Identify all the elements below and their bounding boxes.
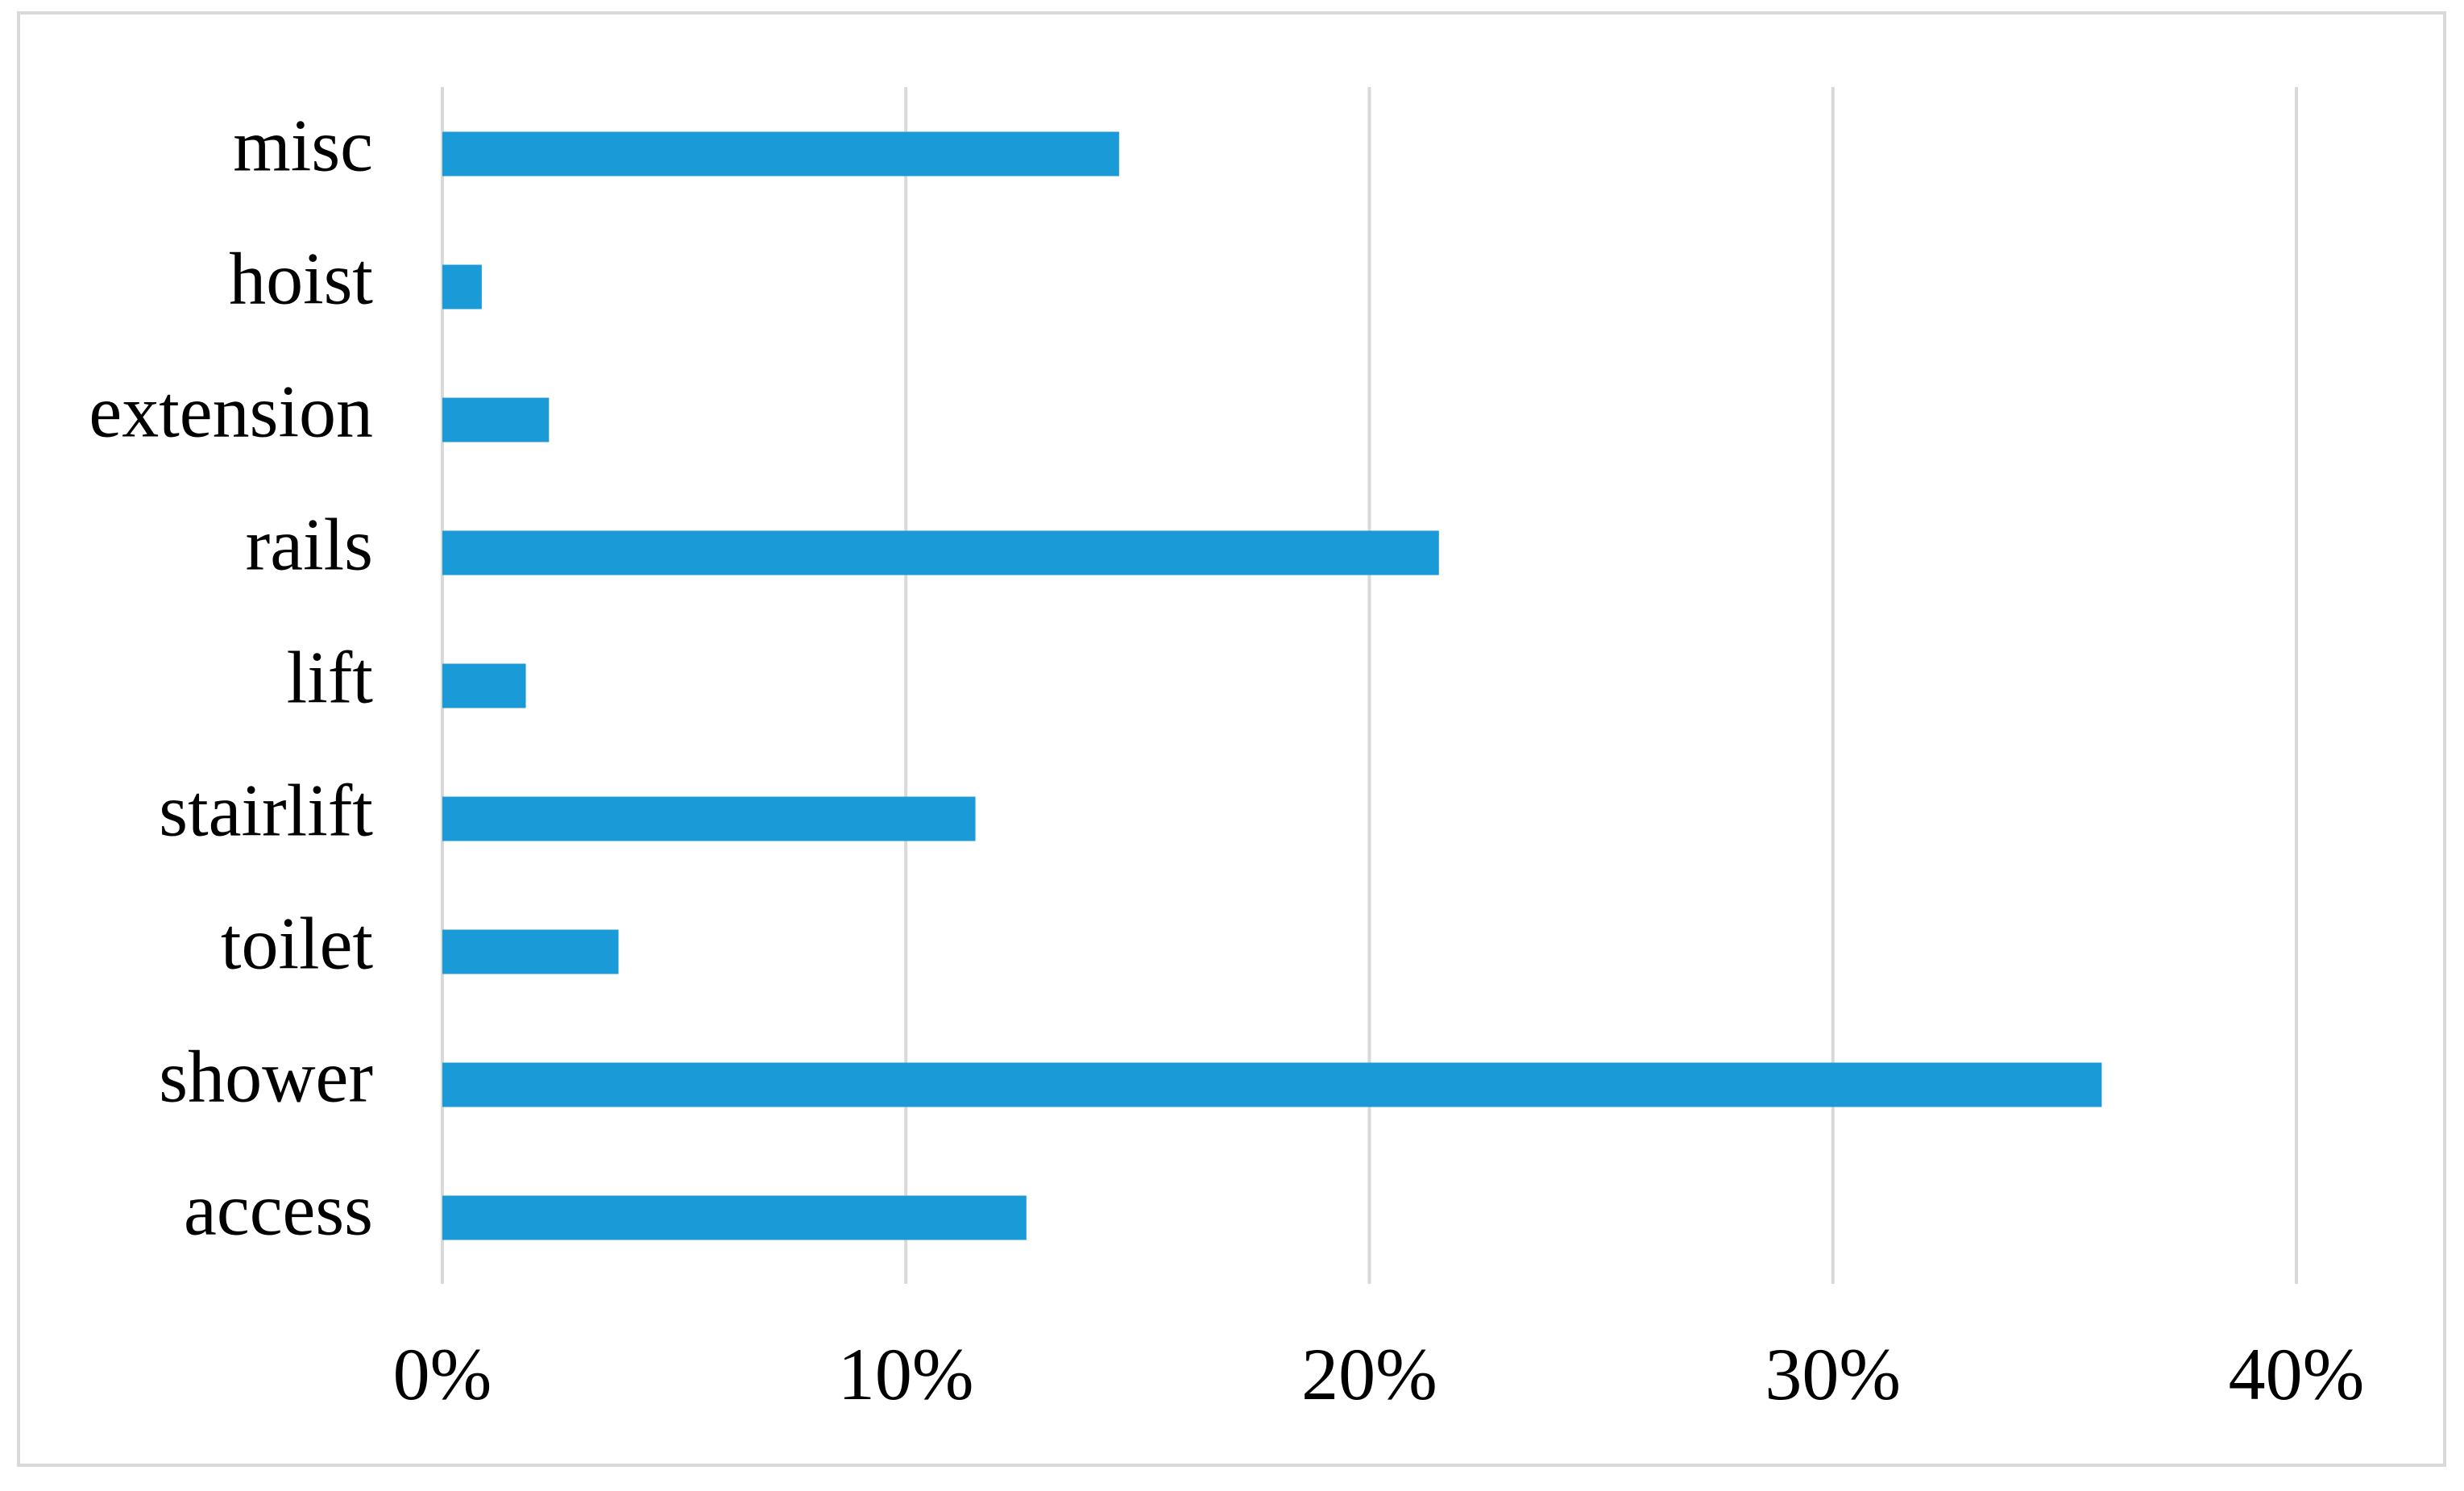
y-tick-label: lift	[287, 637, 374, 719]
x-tick-label: 20%	[1301, 1333, 1437, 1415]
y-tick-label: rails	[246, 504, 373, 586]
y-tick-label: toilet	[221, 903, 374, 985]
bar	[442, 1195, 1027, 1240]
bar	[442, 663, 526, 708]
bar	[442, 397, 550, 442]
x-tick-label: 0%	[393, 1333, 492, 1415]
bar	[442, 131, 1119, 177]
y-tick-label: misc	[233, 105, 373, 187]
x-tick-label: 40%	[2229, 1333, 2365, 1415]
y-tick-label: stairlift	[159, 770, 373, 852]
x-tick-label: 10%	[838, 1333, 974, 1415]
y-tick-label: extension	[89, 371, 373, 453]
bar	[442, 264, 482, 309]
chart-frame	[17, 11, 2446, 1467]
bar	[442, 1062, 2102, 1107]
bar	[442, 796, 976, 841]
y-tick-label: access	[184, 1169, 373, 1251]
bar	[442, 530, 1439, 575]
bar	[442, 929, 619, 974]
x-tick-label: 30%	[1765, 1333, 1901, 1415]
y-tick-label: hoist	[229, 238, 373, 320]
y-tick-label: shower	[159, 1036, 373, 1118]
